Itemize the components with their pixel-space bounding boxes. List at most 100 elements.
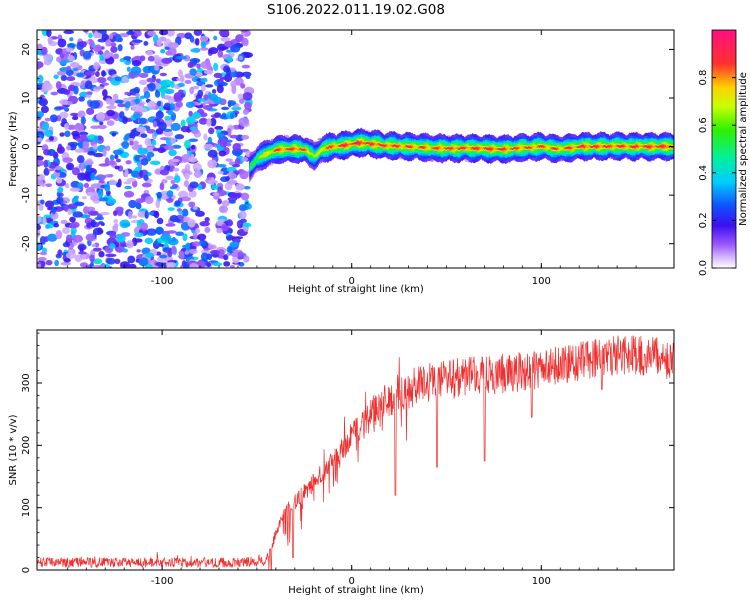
spectrogram-noise-cell	[86, 192, 95, 197]
spectrogram-noise-cell	[154, 65, 160, 71]
spectrogram-noise-cell	[126, 178, 136, 182]
spectrogram-noise-cell	[65, 234, 73, 243]
spectrogram-noise-cell	[57, 38, 67, 48]
spectrogram-noise-cell	[92, 258, 103, 265]
spectrogram-noise-cell	[159, 137, 169, 141]
spectrogram-noise-cell	[59, 132, 65, 137]
snr-x-tick-label: 100	[532, 576, 551, 587]
spectrogram-noise-cell	[97, 227, 103, 234]
spectrogram-noise-cell	[99, 211, 110, 216]
spectrogram-noise-cell	[240, 192, 250, 201]
spectrogram-noise-cell	[166, 230, 177, 234]
spectrogram-noise-cell	[131, 179, 138, 188]
spectrogram-noise-cell	[237, 93, 244, 100]
spectrogram-noise-cell	[55, 81, 62, 90]
spectrogram-noise-cell	[97, 189, 104, 198]
spectrogram-noise-cell	[129, 140, 135, 146]
spectrogram-noise-cell	[240, 30, 249, 33]
spectrogram-noise-cell	[201, 84, 206, 92]
spectrogram-noise-cell	[114, 258, 121, 265]
spectrogram-noise-cell	[200, 77, 208, 83]
spectrogram-noise-cell	[92, 247, 102, 252]
spectrogram-noise-cell	[120, 261, 131, 268]
spectrogram-noise-cell	[51, 206, 56, 215]
spectrogram-noise-cell	[161, 179, 168, 184]
snr-y-axis-label: SNR (10 * v/v)	[8, 414, 19, 485]
spectrogram-noise-cell	[137, 211, 143, 218]
spectrogram-y-tick-label: 20	[21, 43, 32, 56]
spectrogram-noise-cell	[170, 179, 176, 184]
colorbar-tick-label: 0.8	[698, 70, 709, 86]
spectrogram-noise-cell	[114, 165, 120, 170]
spectrogram-noise-cell	[53, 74, 59, 80]
spectrogram-noise-cell	[226, 139, 233, 143]
spectrogram-noise-cell	[92, 176, 102, 180]
spectrogram-noise-cell	[243, 38, 249, 46]
spectrogram-noise-cell	[152, 120, 158, 128]
spectrogram-noise-cell	[59, 111, 69, 119]
spectrogram-noise-cell	[144, 237, 154, 244]
spectrogram-noise-cell	[89, 211, 99, 216]
spectrogram-noise-cell	[66, 65, 71, 71]
spectrogram-noise-cell	[239, 170, 249, 180]
spectrogram-y-tick-label: 10	[21, 92, 32, 105]
spectrogram-noise-cell	[189, 126, 198, 131]
spectrogram-noise-cell	[156, 191, 162, 199]
spectrogram-noise-cell	[146, 228, 157, 236]
spectrogram-noise-cell	[37, 179, 44, 187]
spectrogram-noise-cell	[84, 206, 96, 211]
spectrogram-noise-cell	[86, 91, 93, 95]
spectrogram-ridge	[249, 127, 674, 183]
spectrogram-noise-cell	[165, 223, 176, 227]
spectrogram-noise-cell	[143, 41, 149, 46]
spectrogram-noise-cell	[203, 94, 209, 100]
spectrogram-noise-cell	[187, 218, 196, 228]
spectrogram-noise-cell	[85, 164, 92, 173]
spectrogram-noise-cell	[106, 109, 115, 117]
spectrogram-noise-cell	[158, 121, 167, 131]
spectrogram-noise-cell	[93, 62, 100, 70]
spectrogram-noise-cell	[101, 82, 110, 86]
spectrogram-noise-cell	[188, 110, 193, 117]
spectrogram-noise-cell	[78, 96, 85, 102]
spectrogram-noise-cell	[44, 200, 55, 209]
spectrogram-noise-cell	[45, 183, 53, 188]
spectrogram-noise-cell	[183, 140, 191, 149]
spectrogram-noise-cell	[211, 89, 217, 94]
spectrogram-noise-cell	[227, 100, 237, 106]
spectrogram-noise-cell	[122, 76, 129, 84]
spectrogram-noise-cell	[225, 234, 234, 241]
spectrogram-noise-cell	[53, 223, 59, 228]
spectrogram-noise-cell	[229, 264, 235, 268]
snr-series-line	[37, 335, 674, 570]
spectrogram-noise-cell	[235, 183, 245, 191]
spectrogram-noise-cell	[207, 159, 218, 169]
spectrogram-noise-cell	[46, 30, 52, 38]
spectrogram-noise-cell	[206, 118, 212, 127]
snr-y-tick-label: 200	[21, 436, 32, 455]
spectrogram-noise-cell	[54, 259, 60, 267]
spectrogram-noise-cell	[153, 210, 160, 219]
spectrogram-noise-cell	[74, 201, 85, 207]
spectrogram-noise-cell	[115, 158, 121, 163]
spectrogram-noise-cell	[58, 192, 64, 197]
spectrogram-noise-cell	[94, 86, 105, 90]
snr-x-axis-label: Height of straight line (km)	[288, 585, 424, 596]
spectrogram-noise-cell	[38, 203, 44, 211]
spectrogram-noise-cell	[110, 45, 118, 53]
spectrogram-noise-cell	[114, 223, 119, 227]
spectrogram-noise-cell	[146, 212, 156, 216]
spectrogram-noise-cell	[192, 206, 198, 210]
spectrogram-noise-cell	[178, 210, 184, 215]
spectrogram-noise-cell	[67, 55, 75, 62]
spectrogram-noise-cell	[167, 110, 174, 116]
spectrogram-noise-cell	[138, 257, 149, 267]
spectrogram-noise-cell	[212, 262, 223, 267]
spectrogram-noise-cell	[193, 170, 202, 178]
spectrogram-noise-cell	[104, 183, 111, 192]
spectrogram-noise-cell	[45, 259, 53, 266]
spectrogram-noise-cell	[188, 190, 197, 198]
spectrogram-noise-cell	[114, 153, 119, 160]
